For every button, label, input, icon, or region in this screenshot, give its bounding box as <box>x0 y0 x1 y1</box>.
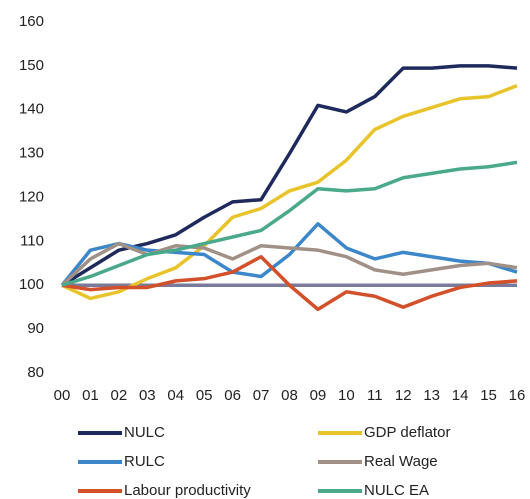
y-tick-label: 120 <box>19 188 44 205</box>
x-tick-label: 09 <box>310 387 327 404</box>
y-tick-label: 80 <box>27 364 44 381</box>
x-tick-label: 16 <box>509 387 526 404</box>
x-tick-label: 03 <box>139 387 156 404</box>
y-tick-label: 140 <box>19 101 44 118</box>
legend-label: RULC <box>124 453 165 470</box>
x-tick-label: 01 <box>82 387 99 404</box>
y-tick-label: 100 <box>19 276 44 293</box>
y-tick-label: 130 <box>19 145 44 162</box>
series-line <box>60 241 518 287</box>
x-tick-label: 14 <box>452 387 469 404</box>
x-tick-label: 11 <box>367 387 383 404</box>
x-tick-label: 12 <box>395 387 412 404</box>
series-line <box>61 64 518 287</box>
y-tick-label: 150 <box>19 57 44 74</box>
y-tick-label: 90 <box>27 320 44 337</box>
legend-label: GDP deflator <box>364 424 450 441</box>
legend-label: NULC <box>124 424 165 441</box>
x-tick-label: 15 <box>480 387 497 404</box>
x-tick-label: 00 <box>54 387 71 404</box>
x-tick-label: 08 <box>281 387 298 404</box>
x-tick-label: 06 <box>224 387 241 404</box>
x-tick-label: 07 <box>253 387 270 404</box>
x-tick-label: 02 <box>111 387 128 404</box>
y-tick-label: 160 <box>19 13 44 30</box>
series-line <box>60 222 518 287</box>
series-line <box>61 254 518 312</box>
x-tick-label: 04 <box>167 387 184 404</box>
series-line <box>61 160 518 287</box>
x-tick-label: 10 <box>338 387 355 404</box>
legend-label: Labour productivity <box>124 482 251 499</box>
legend-label: Real Wage <box>364 453 438 470</box>
x-tick-label: 13 <box>423 387 440 404</box>
y-tick-label: 110 <box>20 232 44 249</box>
x-tick-label: 05 <box>196 387 213 404</box>
series-line <box>61 83 518 301</box>
legend-label: NULC EA <box>364 482 429 499</box>
